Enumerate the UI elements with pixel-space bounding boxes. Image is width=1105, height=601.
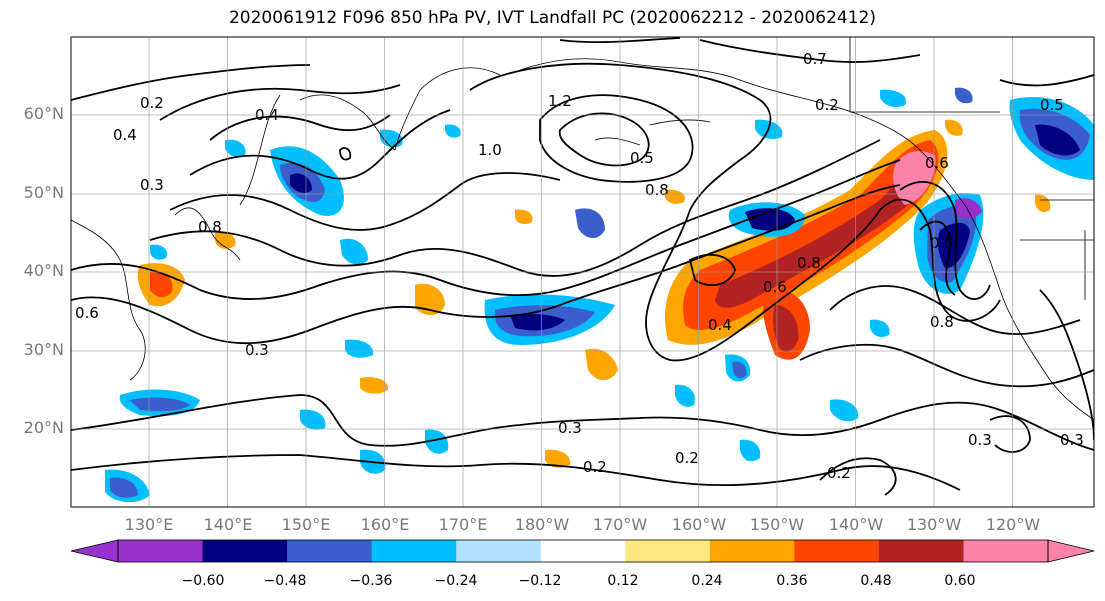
contour-label: 0.6 xyxy=(763,278,787,296)
lat-label: 50°N xyxy=(23,183,64,202)
contour-label: 0.6 xyxy=(925,154,949,172)
contour-label: 0.7 xyxy=(803,50,827,68)
colorbar-swatch xyxy=(709,540,795,562)
lon-label: 150°E xyxy=(281,515,331,534)
lon-label: 160°E xyxy=(360,515,410,534)
contour-label: 1.2 xyxy=(548,92,572,110)
colorbar-tick: −0.24 xyxy=(434,573,478,589)
colorbar-swatch xyxy=(878,540,964,562)
colorbar-extend-low xyxy=(70,539,119,563)
pv-contours xyxy=(71,37,1094,496)
colorbar-swatch xyxy=(371,540,457,562)
contour-label: 0.5 xyxy=(930,234,954,252)
lon-label: 170°W xyxy=(592,515,648,534)
lon-label: 130°E xyxy=(124,515,174,534)
contour-label: 0.3 xyxy=(245,341,269,359)
contour-label: 0.8 xyxy=(930,313,954,331)
contour-label: 0.2 xyxy=(583,458,607,476)
contour-label: 0.5 xyxy=(630,149,654,167)
contour-label: 0.3 xyxy=(140,176,164,194)
contour-label: 0.5 xyxy=(1040,96,1064,114)
colorbar-swatch xyxy=(118,540,204,562)
lat-label: 40°N xyxy=(23,261,64,280)
contour-label: 1.0 xyxy=(478,141,502,159)
colorbar-tick: −0.12 xyxy=(518,573,562,589)
contour-label: 0.4 xyxy=(113,126,137,144)
colorbar-tick: −0.48 xyxy=(263,573,307,589)
contour-label: 0.3 xyxy=(558,419,582,437)
contour-label: 0.8 xyxy=(645,181,669,199)
colorbar-tick: 0.48 xyxy=(860,573,892,589)
lat-label: 30°N xyxy=(23,340,64,359)
lon-label: 130°W xyxy=(906,515,962,534)
map-frame xyxy=(70,36,1095,508)
contour-label: 0.8 xyxy=(797,254,821,272)
lon-label: 140°W xyxy=(828,515,884,534)
contour-label: 0.3 xyxy=(968,431,992,449)
contour-label: 0.2 xyxy=(815,96,839,114)
contour-label: 0.3 xyxy=(1060,431,1084,449)
graticule xyxy=(71,37,1094,507)
lat-label: 20°N xyxy=(23,418,64,437)
lon-label: 140°E xyxy=(203,515,253,534)
lon-label: 180°W xyxy=(514,515,570,534)
colorbar-swatch xyxy=(963,540,1049,562)
colorbar-tick: 0.36 xyxy=(776,573,808,589)
colorbar-frame xyxy=(117,539,1049,563)
colorbar-swatch xyxy=(202,540,288,562)
lon-label: 120°W xyxy=(985,515,1041,534)
colorbar-tick: 0.60 xyxy=(944,573,976,589)
contour-label: 0.2 xyxy=(675,449,699,467)
colorbar xyxy=(70,539,1095,563)
map-title: 2020061912 F096 850 hPa PV, IVT Landfall… xyxy=(228,8,876,28)
colorbar-tick: −0.60 xyxy=(181,573,225,589)
colorbar-tick: 0.24 xyxy=(691,573,723,589)
contour-label: 0.6 xyxy=(75,304,99,322)
colorbar-swatch xyxy=(540,540,626,562)
colorbar-tick: −0.36 xyxy=(349,573,393,589)
contour-label: 0.2 xyxy=(827,464,851,482)
colorbar-swatch xyxy=(287,540,373,562)
colorbar-tick: 0.12 xyxy=(607,573,639,589)
contour-label: 0.8 xyxy=(198,218,222,236)
colorbar-swatch xyxy=(794,540,880,562)
colorbar-extend-high xyxy=(1047,539,1095,563)
colorbar-swatch xyxy=(456,540,542,562)
contour-label: 0.4 xyxy=(708,316,732,334)
colorbar-swatch xyxy=(625,540,711,562)
pv-shading xyxy=(105,87,1094,503)
lon-label: 150°W xyxy=(749,515,805,534)
lon-label: 170°E xyxy=(438,515,488,534)
contour-label: 0.2 xyxy=(140,94,164,112)
contour-labels: 0.7 0.4 1.2 1.0 0.5 0.8 0.2 0.3 0.4 0.8 … xyxy=(75,50,1084,482)
lon-label: 160°W xyxy=(671,515,727,534)
lat-label: 60°N xyxy=(23,104,64,123)
